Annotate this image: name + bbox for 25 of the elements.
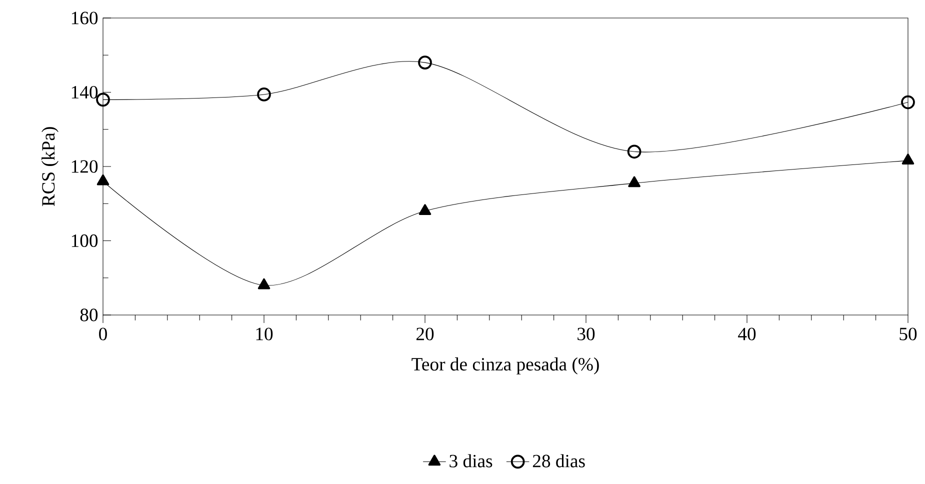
y-tick-label: 80 (80, 308, 98, 322)
y-tick-label: 140 (72, 86, 98, 99)
y-tick-label: 120 (72, 160, 98, 173)
x-tick-label: 50 (900, 328, 917, 340)
y-tick-label: 100 (72, 234, 98, 248)
point (902, 154, 914, 164)
point (96, 92, 110, 107)
x-tick-label: 40 (738, 328, 756, 340)
x-tick-label: 30 (578, 328, 595, 340)
x-tick-label: 0 (99, 328, 107, 340)
x-tick-label: 20 (416, 328, 434, 340)
point (258, 278, 270, 290)
point (627, 144, 642, 159)
point (418, 204, 432, 215)
point (628, 176, 640, 188)
point (96, 174, 110, 186)
x-axis-title: Teor de cinza pesada (%) (412, 357, 599, 374)
point (901, 95, 915, 110)
y-tick-label: 160 (72, 12, 98, 24)
x-tick-label: 10 (256, 328, 273, 340)
point (418, 56, 432, 70)
point (257, 88, 271, 102)
y-axis-title: RCS (kPa) (42, 127, 58, 206)
legend-label: 3 dias (450, 454, 492, 468)
legend-label: 28 dias (532, 454, 585, 468)
